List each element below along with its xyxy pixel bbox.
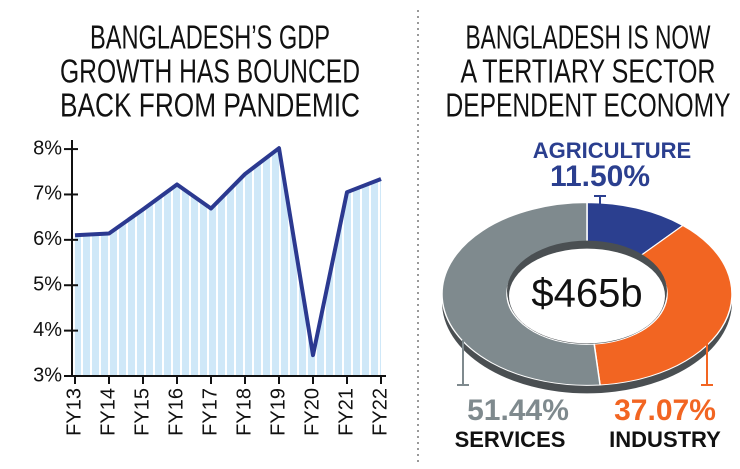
y-tick-label: 4% bbox=[33, 319, 62, 341]
line bbox=[74, 146, 382, 358]
value-label: 11.50% bbox=[550, 160, 650, 193]
x-tick-label: FY17 bbox=[199, 388, 221, 436]
y-tick-label: 5% bbox=[33, 274, 62, 296]
category-label: AGRICULTURE bbox=[533, 138, 691, 163]
x-tick-label: FY13 bbox=[63, 388, 85, 436]
y-tick-label: 6% bbox=[33, 228, 62, 250]
value-label: 51.44% bbox=[467, 394, 569, 427]
y-tick-label: 3% bbox=[33, 364, 62, 386]
chart-title: BANGLADESH’S GDP bbox=[90, 19, 330, 56]
chart-title: A TERTIARY SECTOR bbox=[461, 53, 716, 90]
x-tick-label: FY15 bbox=[131, 388, 153, 436]
area bbox=[75, 148, 381, 376]
center-label: $465b bbox=[531, 272, 642, 316]
x-tick-label: FY14 bbox=[97, 388, 119, 436]
y-tick-label: 7% bbox=[33, 183, 62, 205]
category-label: SERVICES bbox=[455, 427, 566, 452]
chart-title: GROWTH HAS BOUNCED bbox=[60, 53, 360, 90]
chart-title: DEPENDENT ECONOMY bbox=[446, 87, 731, 124]
x-tick-label: FY16 bbox=[165, 388, 187, 436]
y-tick-label: 8% bbox=[33, 137, 62, 159]
category-label: INDUSTRY bbox=[609, 427, 721, 452]
chart-title: BACK FROM PANDEMIC bbox=[60, 87, 360, 124]
donut-hole bbox=[509, 248, 665, 344]
x-tick-label: FY22 bbox=[369, 388, 391, 436]
x-tick-label: FY21 bbox=[335, 388, 357, 436]
x-tick-label: FY18 bbox=[233, 388, 255, 436]
chart-title: BANGLADESH IS NOW bbox=[466, 19, 712, 56]
value-label: 37.07% bbox=[614, 394, 716, 427]
x-tick-label: FY20 bbox=[301, 388, 323, 436]
x-tick-label: FY19 bbox=[267, 388, 289, 436]
donut-slice bbox=[441, 202, 601, 386]
